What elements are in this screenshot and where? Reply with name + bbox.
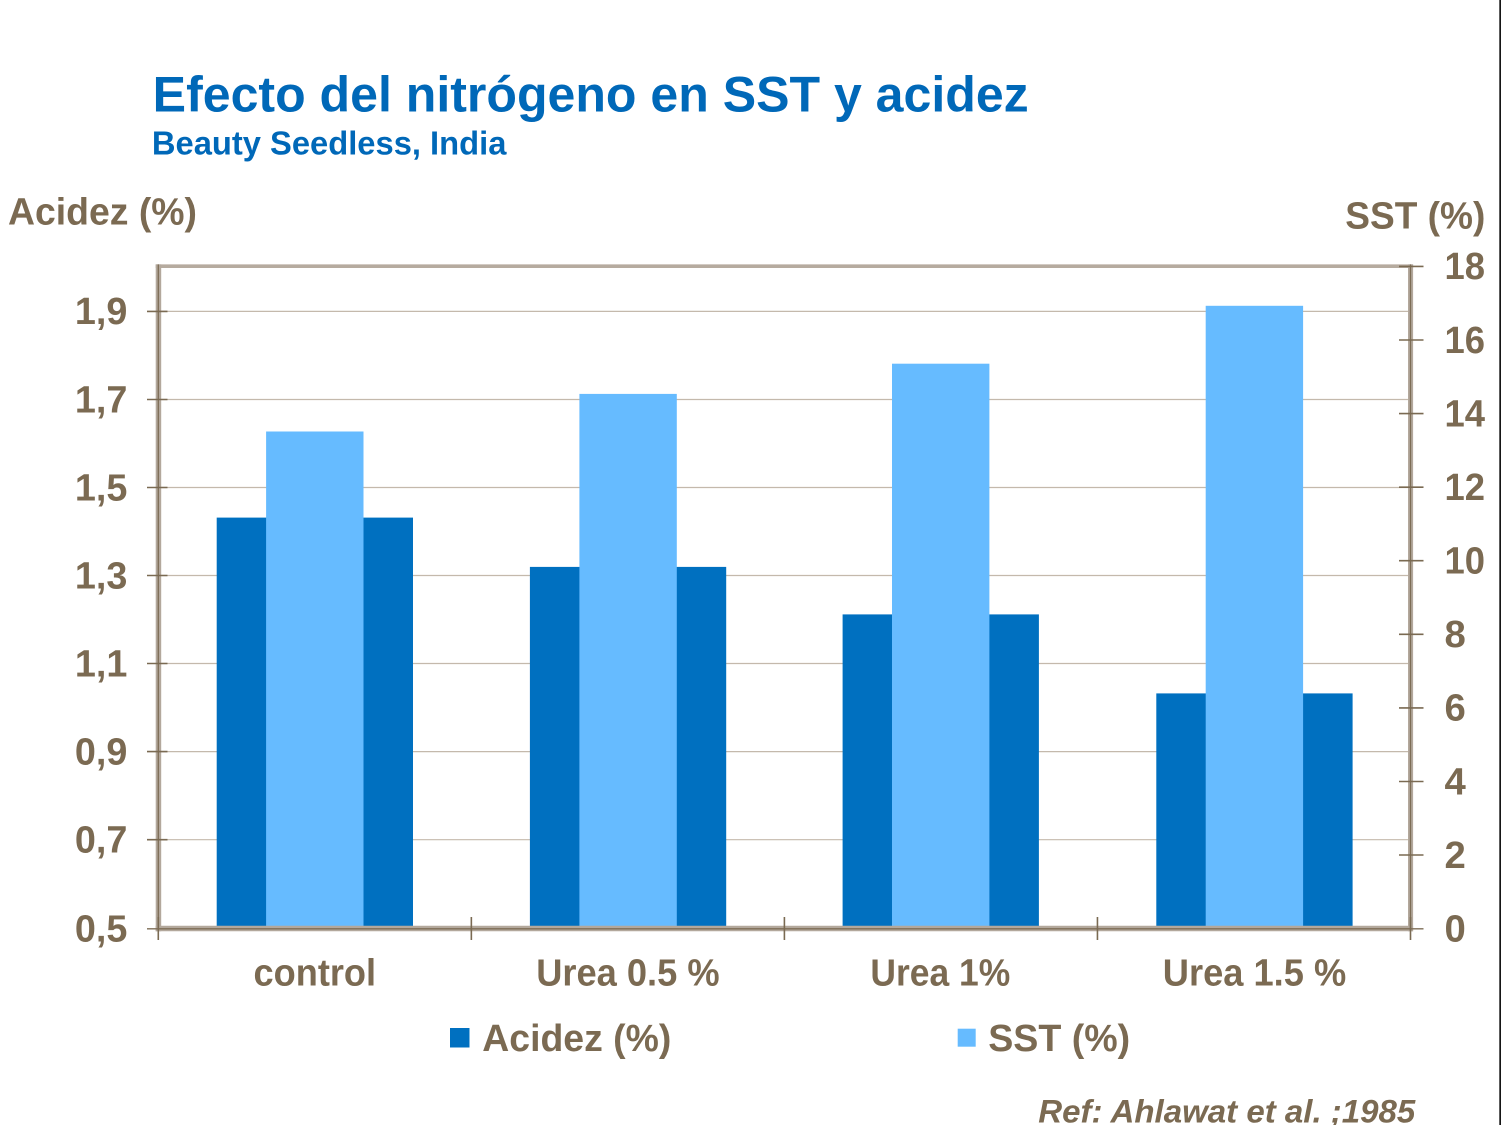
svg-text:18: 18 (1445, 245, 1486, 288)
svg-text:Acidez (%): Acidez (%) (8, 190, 197, 233)
svg-text:control: control (254, 951, 377, 994)
svg-text:0: 0 (1445, 907, 1466, 950)
svg-text:16: 16 (1445, 319, 1486, 362)
svg-text:Urea 1%: Urea 1% (870, 951, 1010, 994)
svg-text:Urea 0.5 %: Urea 0.5 % (536, 951, 719, 994)
svg-text:Acidez (%): Acidez (%) (482, 1017, 671, 1060)
svg-text:2: 2 (1445, 834, 1466, 877)
svg-text:1,9: 1,9 (75, 290, 128, 333)
svg-text:8: 8 (1445, 613, 1466, 656)
svg-text:Urea 1.5 %: Urea 1.5 % (1163, 951, 1346, 994)
svg-text:1,7: 1,7 (75, 378, 128, 421)
svg-text:1,5: 1,5 (75, 466, 128, 509)
svg-text:SST (%): SST (%) (988, 1017, 1130, 1060)
svg-text:6: 6 (1445, 687, 1466, 730)
svg-text:Ref: Ahlawat et al. ;1985: Ref: Ahlawat et al. ;1985 (1038, 1092, 1416, 1125)
svg-text:1,1: 1,1 (75, 642, 128, 685)
svg-text:Efecto del nitrógeno en SST y: Efecto del nitrógeno en SST y acidez (153, 66, 1029, 122)
svg-text:4: 4 (1445, 760, 1467, 803)
svg-text:0,9: 0,9 (75, 730, 128, 773)
svg-text:0,7: 0,7 (75, 819, 128, 862)
svg-text:14: 14 (1445, 392, 1486, 435)
svg-text:1,3: 1,3 (75, 554, 128, 597)
svg-text:SST (%): SST (%) (1345, 195, 1485, 238)
svg-text:Beauty Seedless, India: Beauty Seedless, India (152, 125, 507, 162)
svg-text:12: 12 (1445, 466, 1486, 509)
svg-text:0,5: 0,5 (75, 908, 128, 951)
svg-text:10: 10 (1445, 540, 1486, 583)
